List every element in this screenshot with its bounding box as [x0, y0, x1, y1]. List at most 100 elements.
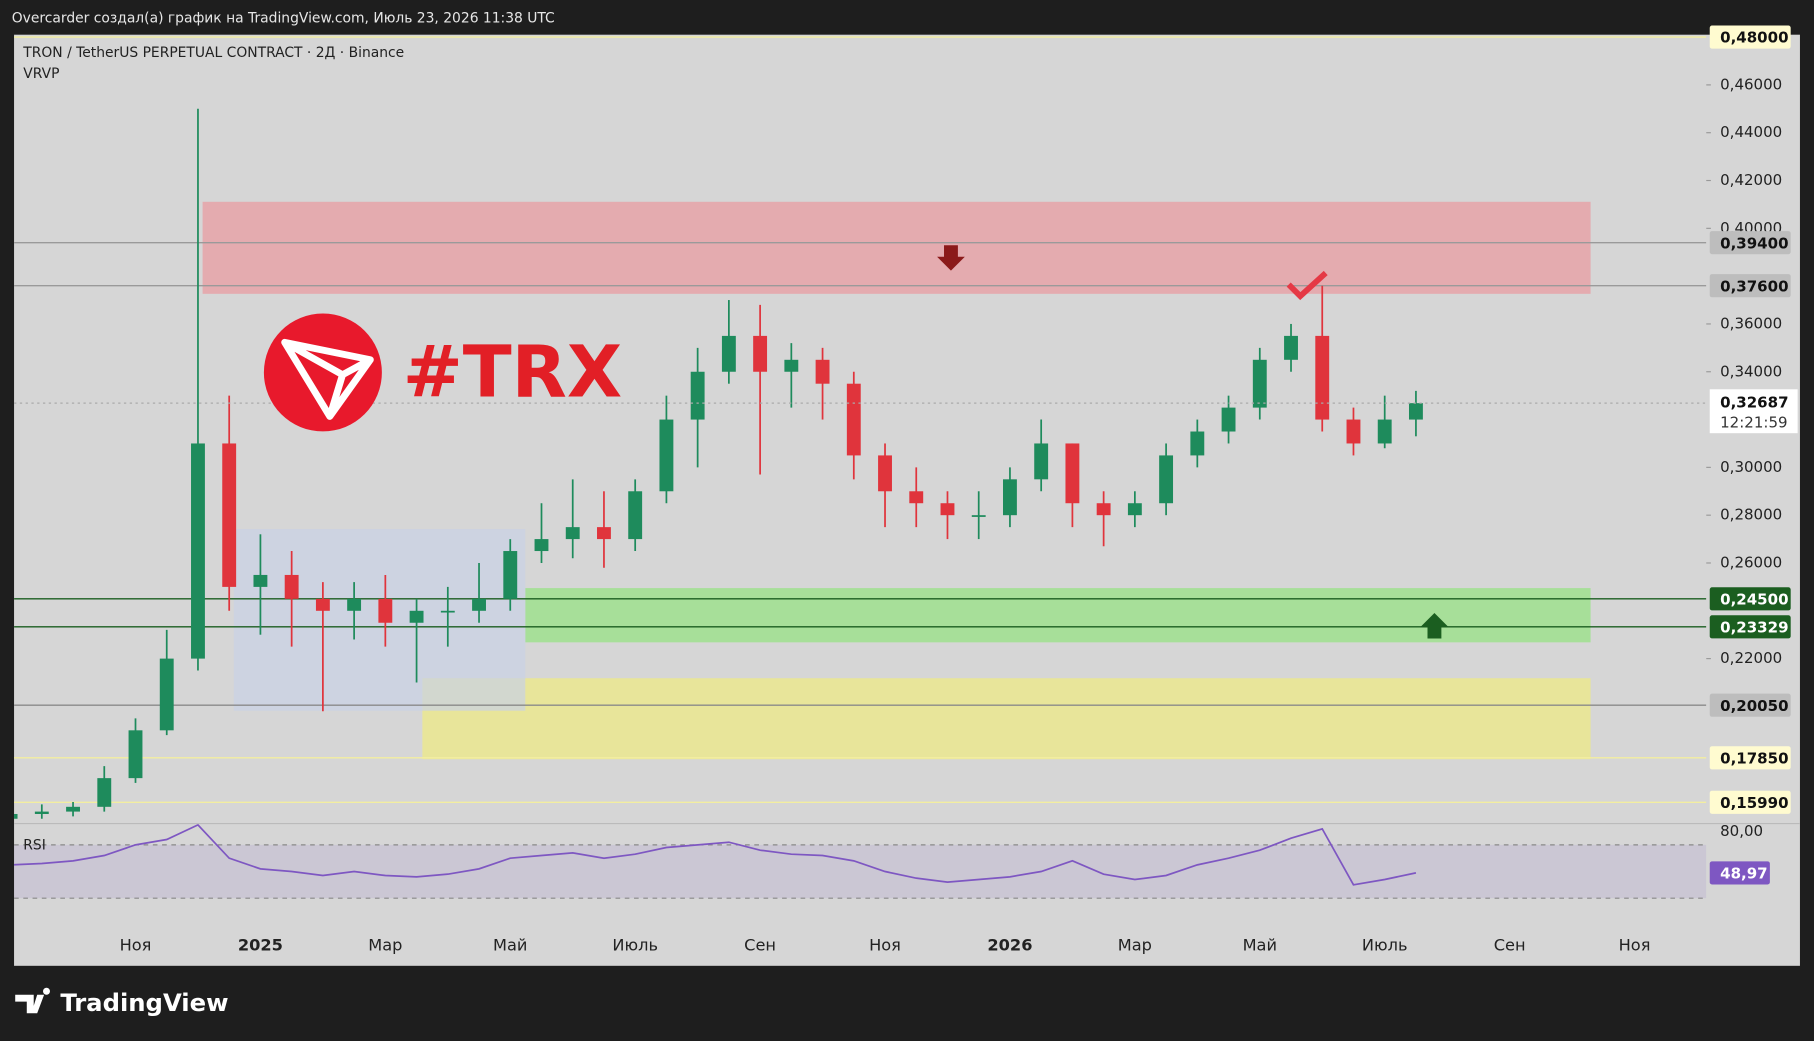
rsi-tick-label: 80,00 — [1720, 822, 1763, 840]
level-label: 0,37600 — [1720, 277, 1788, 295]
check-mark — [1286, 270, 1328, 301]
candle-body — [378, 598, 393, 623]
candle-body — [1284, 335, 1298, 360]
annotation: #TRX — [403, 330, 623, 414]
rsi-label: RSI — [23, 838, 46, 854]
rsi-band — [14, 844, 1707, 899]
y-tick-label: 0,42000 — [1720, 171, 1782, 189]
x-tick-label: Ноя — [869, 936, 901, 955]
candle-body — [971, 515, 986, 517]
brand: TradingView — [60, 988, 228, 1017]
countdown: 12:21:59 — [1720, 413, 1787, 431]
header: Overcarder создал(а) график на TradingVi… — [12, 11, 555, 27]
axes: 0,460000,440000,420000,400000,360000,340… — [120, 25, 1798, 955]
x-tick-label: Ноя — [120, 936, 152, 955]
candle-body — [1346, 419, 1361, 444]
candle-body — [472, 598, 486, 611]
chart-title: TRON / TetherUS PERPETUAL CONTRACT · 2Д … — [22, 45, 404, 61]
candle-body — [1159, 455, 1174, 504]
level-box — [1709, 231, 1791, 255]
up-arrow — [1420, 613, 1449, 639]
candle-body — [14, 813, 18, 819]
x-tick-label: Сен — [744, 936, 776, 955]
y-tick-label: 0,30000 — [1720, 458, 1782, 476]
level-label: 0,23329 — [1720, 618, 1788, 636]
trx-logo — [263, 313, 382, 432]
candle-body — [347, 598, 362, 611]
y-tick-label: 0,46000 — [1720, 75, 1782, 93]
last-price-box — [1709, 389, 1798, 434]
candle-body — [690, 371, 705, 420]
candle-body — [284, 574, 299, 599]
indicator-label: VRVP — [23, 66, 59, 82]
x-tick-label: Ноя — [1619, 936, 1651, 955]
candle-body — [1034, 443, 1049, 480]
x-tick-label: Май — [493, 936, 527, 955]
candle-body — [1377, 419, 1392, 444]
level-box — [1709, 587, 1791, 611]
candle-body — [1408, 403, 1423, 420]
candle-body — [628, 491, 643, 540]
candle-body — [784, 359, 799, 372]
candle-body — [315, 598, 330, 611]
zone — [202, 201, 1591, 294]
y-tick-label: 0,34000 — [1720, 362, 1782, 380]
candle-body — [1096, 503, 1111, 516]
candle-body — [565, 527, 580, 540]
y-tick-label: 0,22000 — [1720, 649, 1782, 667]
rsi-value-label: 48,97 — [1720, 865, 1768, 883]
candle-body — [1003, 479, 1017, 516]
candle-body — [222, 443, 237, 587]
candle-body — [409, 610, 424, 623]
level-label: 0,20050 — [1720, 697, 1788, 715]
candle-body — [534, 539, 549, 552]
level-box — [1709, 25, 1791, 49]
brand-logo: TradingView — [15, 987, 229, 1017]
level-label: 0,17850 — [1720, 749, 1788, 767]
zone — [422, 678, 1591, 760]
candle-body — [97, 778, 112, 807]
rsi-line — [14, 823, 1417, 886]
level-box — [1709, 693, 1791, 717]
x-tick-label: Июль — [1362, 936, 1408, 955]
level-label: 0,48000 — [1720, 29, 1788, 47]
x-tick-label: 2026 — [987, 936, 1032, 955]
y-tick-label: 0,26000 — [1720, 553, 1782, 571]
y-tick-label: 0,36000 — [1720, 314, 1782, 332]
candle-body — [128, 730, 143, 779]
x-tick-label: Май — [1243, 936, 1277, 955]
candle-body — [1315, 335, 1330, 420]
level-label: 0,24500 — [1720, 591, 1788, 609]
candle-body — [753, 335, 768, 372]
x-tick-label: 2025 — [238, 936, 283, 955]
plot-area — [14, 36, 1707, 899]
plot-background — [14, 34, 1800, 966]
candle-body — [1190, 431, 1205, 456]
level-label: 0,15990 — [1720, 794, 1788, 812]
candle-body — [1221, 407, 1236, 432]
candle-body — [159, 658, 174, 731]
candle-body — [1252, 359, 1267, 408]
candle-body — [253, 574, 268, 587]
y-tick-label: 0,28000 — [1720, 506, 1782, 524]
candle-body — [66, 806, 80, 812]
last-price-label: 0,32687 — [1720, 394, 1788, 412]
zone — [525, 588, 1591, 643]
level-box — [1709, 615, 1791, 639]
candle-body — [940, 503, 955, 516]
rsi-value-box — [1709, 861, 1770, 885]
candle-body — [815, 359, 830, 384]
candle-body — [721, 335, 736, 372]
x-tick-label: Мар — [1118, 936, 1152, 955]
candle-body — [1065, 443, 1080, 504]
candle-body — [1127, 503, 1142, 516]
x-tick-label: Июль — [612, 936, 658, 955]
candle-body — [659, 419, 674, 492]
candle-body — [846, 383, 861, 456]
x-tick-label: Сен — [1494, 936, 1526, 955]
level-box — [1709, 746, 1791, 770]
level-label: 0,39400 — [1720, 234, 1788, 252]
candle-body — [503, 551, 518, 599]
